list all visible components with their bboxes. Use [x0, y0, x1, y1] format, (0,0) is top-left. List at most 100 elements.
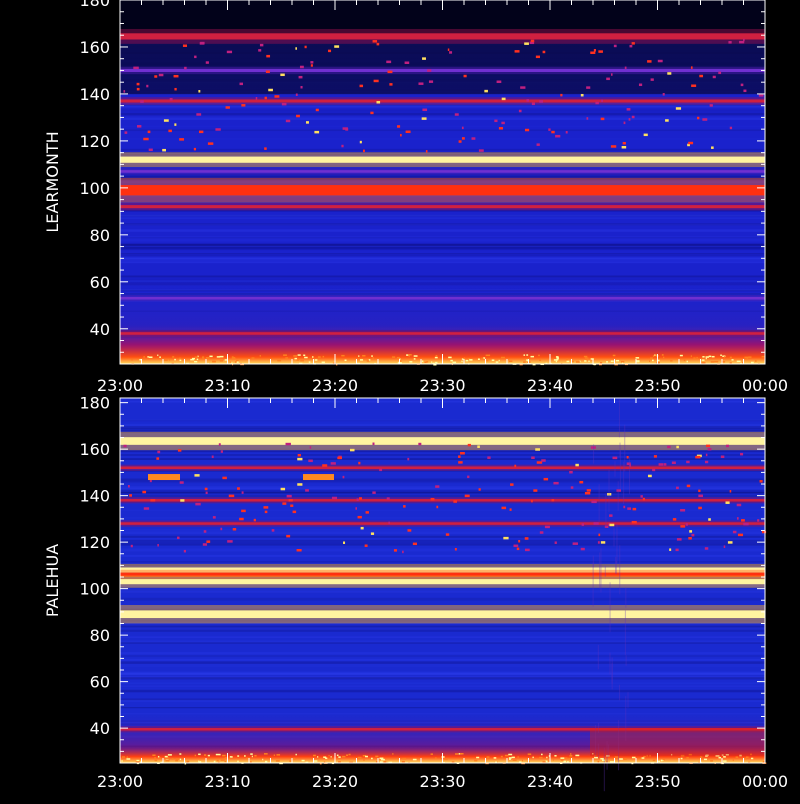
texture-stripe: [120, 208, 765, 212]
burst-speck: [376, 42, 380, 46]
burst-speck: [365, 511, 369, 514]
texture-stripe: [120, 423, 765, 427]
burst-speck: [623, 505, 626, 509]
floor-speck: [175, 758, 180, 760]
floor-speck: [219, 753, 221, 756]
floor-speck: [237, 755, 240, 757]
floor-speck: [743, 757, 747, 760]
burst-speck: [297, 453, 301, 457]
learmonth-panel: 40 60 80 100 120 140 160 180 23:00 23:10 23:20 23:3…: [43, 0, 788, 395]
floor-speck: [319, 762, 322, 765]
texture-stripe: [120, 176, 765, 179]
texture-stripe: [120, 173, 765, 177]
floor-speck: [199, 761, 202, 763]
floor-speck: [259, 355, 261, 357]
floor-speck: [371, 757, 373, 760]
y-tick-label: 160: [79, 38, 110, 57]
burst-speck: [425, 150, 428, 153]
texture-stripe: [120, 426, 765, 429]
floor-speck: [486, 359, 489, 362]
texture-stripe: [120, 685, 765, 687]
floor-speck: [527, 360, 529, 362]
floor-speck: [236, 361, 239, 363]
floor-speck: [552, 759, 554, 761]
texture-stripe: [120, 688, 765, 691]
floor-speck: [305, 761, 309, 764]
floor-speck: [293, 355, 298, 357]
floor-speck: [441, 756, 445, 758]
burst-speck: [647, 60, 652, 63]
burst-speck: [680, 525, 686, 528]
floor-speck: [212, 360, 216, 363]
burst-speck: [304, 45, 307, 49]
floor-speck: [722, 355, 726, 357]
floor-speck: [600, 758, 604, 760]
burst-speck: [286, 534, 291, 538]
burst-speck: [387, 70, 393, 74]
burst-speck: [285, 442, 291, 446]
texture-stripe: [120, 421, 765, 423]
floor-speck: [715, 754, 720, 757]
burst-speck: [698, 494, 704, 498]
texture-stripe: [120, 236, 765, 239]
floor-speck: [732, 759, 734, 761]
burst-speck: [743, 89, 747, 93]
texture-stripe: [120, 661, 765, 664]
texture-stripe: [120, 246, 765, 249]
floor-speck: [671, 753, 673, 756]
texture-stripe: [120, 427, 765, 431]
noise-streak: [593, 444, 595, 464]
burst-speck: [553, 481, 559, 485]
burst-speck: [536, 143, 540, 146]
noise-streak: [629, 457, 631, 495]
texture-stripe: [120, 655, 765, 657]
burst-speck: [372, 40, 378, 43]
x-tick-label: 23:10: [204, 772, 250, 791]
texture-stripe: [120, 491, 765, 494]
floor-speck: [152, 754, 156, 756]
floor-speck: [424, 361, 427, 364]
texture-stripe: [120, 676, 765, 680]
floor-speck: [519, 363, 523, 366]
burst-speck: [723, 545, 726, 548]
texture-stripe: [120, 152, 765, 154]
texture-stripe: [120, 117, 765, 121]
burst-speck: [228, 494, 235, 498]
floor-speck: [461, 360, 463, 363]
floor-speck: [542, 761, 546, 763]
floor-speck: [208, 357, 210, 359]
floor-speck: [679, 354, 683, 357]
burst-speck: [536, 461, 543, 464]
y-tick-label: 80: [90, 226, 110, 245]
texture-stripe: [120, 237, 765, 239]
texture-stripe: [120, 168, 765, 171]
floor-speck: [121, 760, 123, 762]
floor-speck: [313, 760, 318, 762]
burst-speck: [531, 456, 535, 459]
band: [120, 68, 765, 73]
floor-speck: [452, 361, 457, 364]
burst-speck: [516, 547, 520, 551]
texture-stripe: [120, 636, 765, 638]
texture-stripe: [120, 584, 765, 587]
burst-speck: [300, 85, 303, 89]
burst-speck: [548, 128, 551, 131]
texture-stripe: [120, 652, 765, 655]
burst-speck: [124, 131, 128, 134]
burst-speck: [342, 475, 345, 479]
floor-speck: [741, 361, 744, 364]
floor-speck: [202, 358, 204, 360]
burst-speck: [430, 497, 435, 501]
burst-speck: [609, 514, 613, 517]
floor-speck: [213, 760, 216, 763]
floor-speck: [579, 360, 581, 363]
burst-speck: [484, 89, 488, 93]
texture-stripe: [120, 104, 765, 108]
burst-speck: [389, 83, 393, 86]
texture-stripe: [120, 535, 765, 538]
burst-speck: [305, 489, 309, 492]
x-tick-label: 23:30: [419, 772, 465, 791]
floor-speck: [426, 361, 429, 363]
floor-speck: [660, 759, 663, 762]
burst-speck: [729, 490, 732, 493]
